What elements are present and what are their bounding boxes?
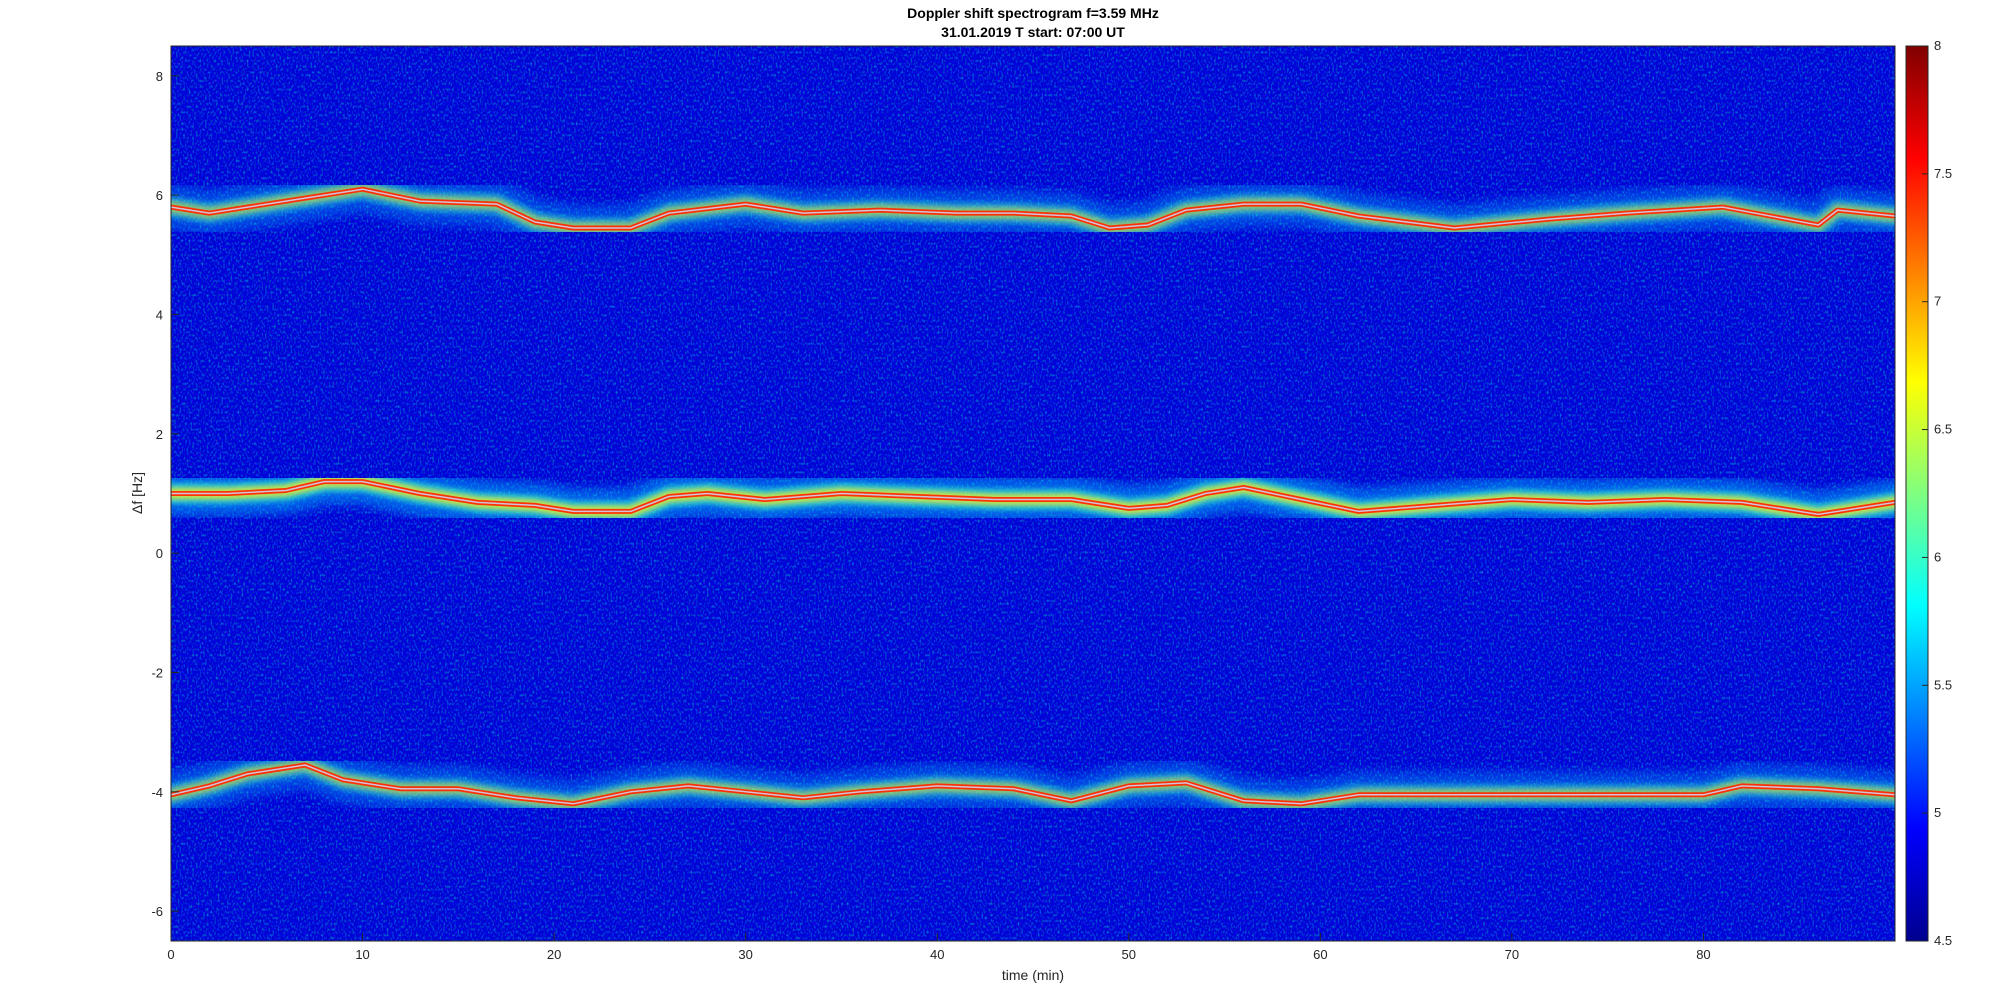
colorbar-tick-label: 6 bbox=[1934, 549, 1941, 564]
chart-title: Doppler shift spectrogram f=3.59 MHz bbox=[907, 5, 1159, 21]
colorbar-tick-label: 7 bbox=[1934, 294, 1941, 309]
y-tick-label: 8 bbox=[156, 69, 163, 84]
x-axis-label: time (min) bbox=[1002, 967, 1064, 983]
colorbar: 4.5 5 5.5 6 6.5 7 7.5 8 bbox=[1905, 38, 1952, 948]
trace-line bbox=[171, 764, 1895, 805]
x-axis: 0 10 20 30 40 50 60 70 80 bbox=[167, 933, 1711, 962]
y-tick-label: -6 bbox=[151, 904, 163, 919]
colorbar-tick-label: 5.5 bbox=[1934, 677, 1952, 692]
trace-band bbox=[171, 742, 1895, 827]
y-tick-label: 2 bbox=[156, 427, 163, 442]
chart-subtitle: 31.01.2019 T start: 07:00 UT bbox=[941, 24, 1125, 40]
trace-line bbox=[171, 480, 1895, 516]
trace-band bbox=[171, 166, 1895, 251]
x-tick-label: 70 bbox=[1505, 947, 1519, 962]
trace-layer bbox=[171, 166, 1895, 827]
y-axis-label: Δf [Hz] bbox=[129, 472, 145, 514]
colorbar-tick-label: 5 bbox=[1934, 805, 1941, 820]
x-tick-label: 80 bbox=[1696, 947, 1710, 962]
y-tick-label: -2 bbox=[151, 666, 163, 681]
colorbar-gradient bbox=[1905, 45, 1929, 942]
y-tick-label: 6 bbox=[156, 188, 163, 203]
y-tick-label: -4 bbox=[151, 785, 163, 800]
x-tick-label: 0 bbox=[167, 947, 174, 962]
y-axis: -6 -4 -2 0 2 4 6 8 bbox=[151, 69, 179, 919]
y-tick-label: 0 bbox=[156, 546, 163, 561]
y-tick-label: 4 bbox=[156, 308, 163, 323]
colorbar-tick-label: 6.5 bbox=[1934, 422, 1952, 437]
x-tick-label: 50 bbox=[1122, 947, 1136, 962]
trace-line bbox=[171, 188, 1895, 229]
plot-area bbox=[171, 46, 1895, 941]
x-tick-label: 30 bbox=[738, 947, 752, 962]
x-tick-label: 60 bbox=[1313, 947, 1327, 962]
colorbar-tick-label: 7.5 bbox=[1934, 166, 1952, 181]
x-tick-label: 20 bbox=[547, 947, 561, 962]
x-tick-label: 10 bbox=[355, 947, 369, 962]
x-tick-label: 40 bbox=[930, 947, 944, 962]
colorbar-tick-label: 8 bbox=[1934, 38, 1941, 53]
trace-band bbox=[171, 458, 1895, 538]
colorbar-tick-label: 4.5 bbox=[1934, 933, 1952, 948]
colorbar-ticks: 4.5 5 5.5 6 6.5 7 7.5 8 bbox=[1922, 38, 1952, 948]
plot-frame bbox=[170, 45, 1896, 942]
